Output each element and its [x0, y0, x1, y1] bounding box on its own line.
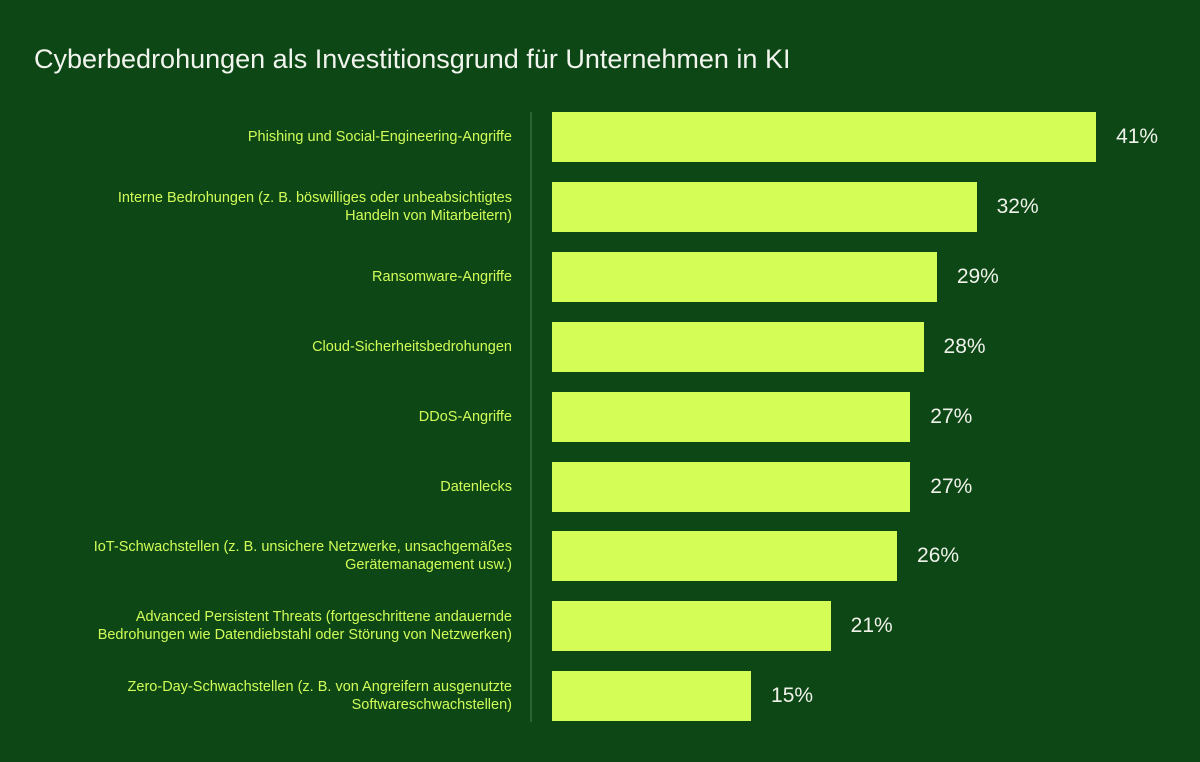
- data-label: 28%: [943, 334, 986, 358]
- category-label: DDoS-Angriffe: [418, 408, 512, 425]
- data-label: 27%: [930, 404, 973, 428]
- category-label: Datenlecks: [440, 478, 512, 495]
- bar: [552, 181, 977, 232]
- category-label: Zero-Day-Schwachstellen (z. B. von Angre…: [127, 679, 512, 714]
- category-label: Interne Bedrohungen (z. B. böswilliges o…: [117, 189, 512, 224]
- y-axis-line: [530, 112, 532, 722]
- category-label: Phishing und Social-Engineering-Angriffe: [247, 129, 512, 145]
- bar: [552, 112, 1097, 162]
- bar: [552, 461, 911, 512]
- data-label: 26%: [917, 544, 960, 568]
- bar: [552, 601, 831, 652]
- data-label: 32%: [996, 194, 1039, 218]
- data-label: 21%: [850, 614, 893, 638]
- category-label: IoT-Schwachstellen (z. B. unsichere Netz…: [93, 539, 512, 574]
- data-label: 29%: [956, 264, 999, 288]
- data-label: 15%: [771, 684, 814, 708]
- bar: [552, 671, 752, 722]
- bar: [552, 531, 898, 582]
- category-label: Cloud-Sicherheitsbedrohungen: [312, 338, 512, 355]
- bar: [552, 251, 937, 302]
- category-label: Advanced Persistent Threats (fortgeschri…: [97, 609, 512, 644]
- data-label: 27%: [930, 474, 973, 498]
- bar: [552, 321, 924, 372]
- chart-title: Cyberbedrohungen als Investitionsgrund f…: [34, 44, 791, 74]
- category-label: Ransomware-Angriffe: [372, 268, 512, 285]
- bar: [552, 391, 911, 442]
- data-label: 41%: [1116, 125, 1159, 148]
